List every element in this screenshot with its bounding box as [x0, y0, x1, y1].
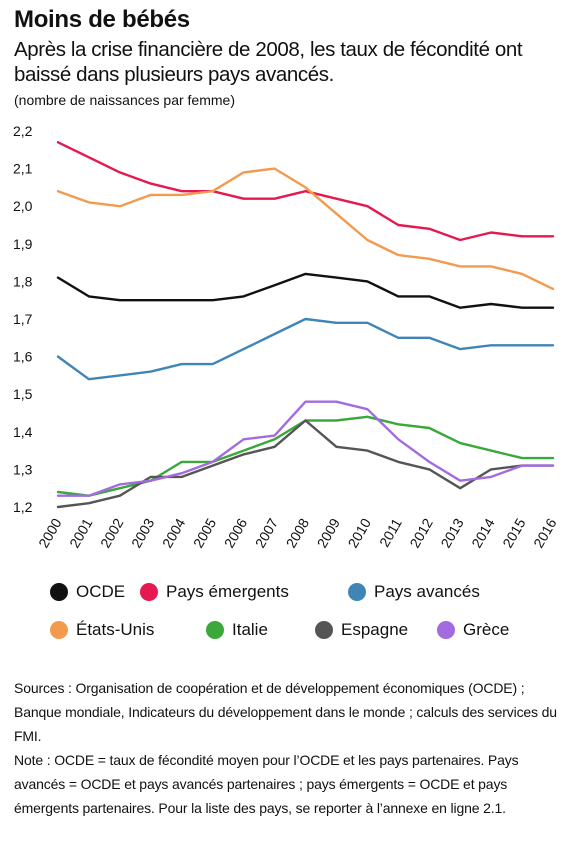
- x-tick-label: 2014: [468, 515, 498, 550]
- x-tick-label: 2000: [35, 515, 65, 550]
- x-tick-label: 2006: [221, 515, 251, 550]
- x-tick-label: 2004: [159, 515, 189, 550]
- y-tick-label: 1,8: [13, 273, 33, 289]
- x-axis-ticks: 2000 2001 2002 2003 2004 2005 2006 2007 2008 2009…: [35, 515, 560, 550]
- y-tick-label: 1,5: [13, 386, 33, 402]
- x-tick-label: 2012: [406, 515, 436, 550]
- y-tick-label: 2,2: [13, 123, 33, 139]
- series-line-espagne: [56, 419, 555, 509]
- source-notes: Sources : Organisation de coopération et…: [14, 676, 562, 820]
- chart-subtitle: Après la crise financière de 2008, les t…: [14, 38, 523, 86]
- x-tick-label: 2010: [345, 515, 375, 550]
- x-tick-label: 2005: [190, 515, 220, 550]
- series-lines: [56, 141, 555, 509]
- chart-title: Moins de bébés: [14, 6, 190, 33]
- y-tick-label: 1,4: [13, 424, 33, 440]
- series-line-etats-unis: [56, 167, 555, 291]
- x-tick-label: 2009: [314, 515, 344, 550]
- sources-text: Sources : Organisation de coopération et…: [14, 680, 557, 744]
- x-tick-label: 2016: [530, 515, 560, 550]
- y-tick-label: 1,3: [13, 461, 33, 477]
- series-line-grece: [56, 400, 555, 497]
- y-tick-label: 1,9: [13, 236, 33, 252]
- y-tick-label: 2,0: [13, 198, 33, 214]
- x-tick-label: 2007: [252, 515, 282, 550]
- note-text: Note : OCDE = taux de fécondité moyen po…: [14, 752, 519, 816]
- unit-label: (nombre de naissances par femme): [14, 92, 235, 108]
- x-tick-label: 2013: [437, 515, 467, 550]
- series-line-pays-avances: [56, 317, 555, 381]
- y-tick-label: 2,1: [13, 161, 33, 177]
- x-tick-label: 2008: [283, 515, 313, 550]
- y-tick-label: 1,6: [13, 349, 33, 365]
- series-line-pays-emergents: [56, 141, 555, 242]
- x-tick-label: 2001: [66, 515, 96, 550]
- x-tick-label: 2002: [97, 515, 127, 550]
- y-axis-ticks: 1,2 1,3 1,4 1,5 1,6 1,7 1,8 1,9 2,0 2,1 2,2: [13, 123, 33, 515]
- x-tick-label: 2003: [128, 515, 158, 550]
- y-tick-label: 1,2: [13, 499, 33, 515]
- x-tick-label: 2015: [499, 515, 529, 550]
- x-tick-label: 2011: [376, 515, 405, 549]
- series-line-ocde: [56, 272, 555, 309]
- y-tick-label: 1,7: [13, 311, 33, 327]
